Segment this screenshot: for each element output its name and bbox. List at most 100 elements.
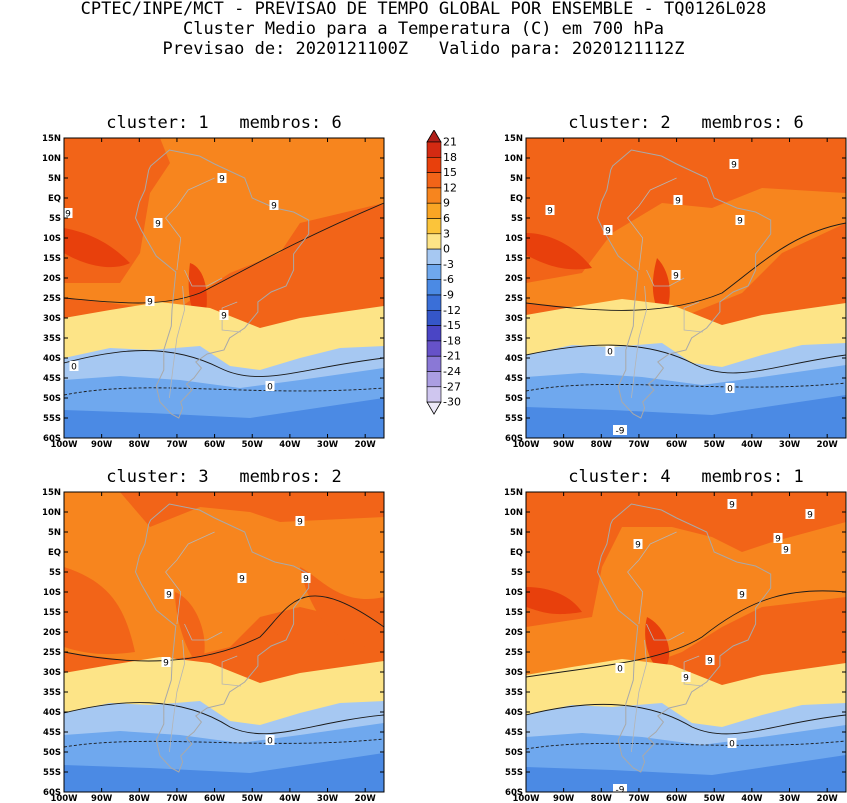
field-band: [526, 587, 582, 615]
colorbar-label: -21: [443, 350, 461, 363]
contour-label: 0: [69, 361, 79, 373]
header-title: CPTEC/INPE/MCT - PREVISAO DE TEMPO GLOBA…: [80, 0, 767, 19]
coastline: [596, 503, 772, 773]
contour-line: [526, 382, 846, 392]
lat-label: 5S: [511, 214, 523, 224]
field-band: [188, 263, 207, 319]
lon-label: 60W: [666, 794, 688, 803]
lat-label: 45S: [505, 374, 523, 384]
header-variable: Cluster Medio para a Temperatura (C) em …: [182, 19, 665, 39]
colorbar-label: -9: [443, 289, 454, 302]
lon-label: 40W: [741, 440, 763, 448]
colorbar-label: 18: [443, 151, 457, 164]
lon-label: 20W: [817, 794, 839, 803]
field-band: [64, 753, 384, 792]
lat-label: 15S: [505, 254, 523, 264]
field-band: [64, 567, 135, 655]
svg-text:9: 9: [219, 175, 225, 185]
lon-label: 90W: [553, 794, 575, 803]
svg-text:9: 9: [221, 312, 227, 322]
colorbar-swatch: [426, 355, 442, 372]
lat-label: 10N: [504, 508, 523, 518]
svg-text:9: 9: [166, 591, 172, 601]
contour-label: 9: [153, 218, 163, 230]
lat-label: 40S: [505, 708, 523, 718]
lat-label: 50S: [505, 748, 523, 758]
colorbar-label: -30: [443, 396, 461, 409]
colorbar-label: 21: [443, 136, 457, 149]
contour-line: [526, 590, 846, 678]
svg-text:0: 0: [727, 385, 733, 395]
contour-line: [64, 350, 384, 377]
lon-label: 100W: [512, 794, 540, 803]
contour-label: 9: [603, 225, 613, 237]
contour-line: [526, 222, 846, 311]
lon-label: 30W: [317, 794, 339, 803]
map-panel-3: 9 9 9 9 9 0 15N 10N 5N EQ 5S 10S 15S 20S 25S 30S 35S 40S 4…: [42, 488, 385, 803]
map-panel-1: 9 9 9 9 9 9 0 0 15N 10N 5N EQ 5S 10S 15S 20S 25S 30S 35S 40…: [42, 134, 385, 448]
colorbar-arrow: [426, 130, 442, 143]
contour-line: [64, 387, 384, 396]
field-band: [645, 617, 670, 672]
lat-label: 30S: [505, 314, 523, 324]
lon-label: 70W: [628, 794, 650, 803]
lon-label: 50W: [242, 440, 264, 448]
lon-label: 20W: [817, 440, 839, 448]
lat-label: 5S: [49, 568, 61, 578]
contour-label: 0: [725, 383, 735, 395]
contour-label: 9: [237, 573, 247, 585]
field-band: [120, 492, 384, 527]
svg-text:9: 9: [737, 217, 743, 227]
lat-label: 50S: [505, 394, 523, 404]
country-border: [165, 531, 215, 625]
svg-text:9: 9: [605, 227, 611, 237]
lon-label: 30W: [779, 440, 801, 448]
lon-label: 80W: [129, 440, 151, 448]
field-band: [64, 398, 384, 438]
colorbar-label: -12: [443, 304, 461, 317]
lon-label: 90W: [553, 440, 575, 448]
contour-line: [64, 202, 384, 304]
colorbar-label: -15: [443, 319, 461, 332]
svg-text:0: 0: [267, 383, 273, 393]
lon-label: 80W: [591, 440, 613, 448]
lat-label: 35S: [43, 688, 61, 698]
lat-label: 5S: [511, 568, 523, 578]
contour-label: 0: [727, 738, 737, 750]
colorbar-swatch: [426, 386, 442, 403]
svg-text:9: 9: [807, 511, 813, 521]
lat-label: 10S: [505, 234, 523, 244]
colorbar-label: -18: [443, 334, 461, 347]
contour-line: [64, 738, 384, 748]
colorbar-label: -24: [443, 365, 461, 378]
lat-label: 55S: [505, 768, 523, 778]
field-band: [526, 492, 846, 627]
colorbar-label: -3: [443, 258, 454, 271]
lat-label: 15N: [42, 134, 61, 144]
svg-text:9: 9: [783, 546, 789, 556]
contour-label: 9: [295, 516, 305, 528]
contour-label: 9: [805, 509, 815, 521]
field-band: [175, 592, 205, 667]
lat-label: 10N: [42, 508, 61, 518]
contour-line: [526, 344, 846, 374]
lat-label: 5S: [49, 214, 61, 224]
lat-label: 15S: [505, 608, 523, 618]
contour-label: 9: [737, 589, 747, 601]
lat-label: 5N: [510, 528, 523, 538]
svg-text:0: 0: [607, 348, 613, 358]
coastline: [134, 503, 310, 773]
lat-label: 10N: [504, 154, 523, 164]
lat-label: 60S: [43, 788, 61, 798]
colorbar-swatch: [426, 264, 442, 280]
colorbar-label: 9: [443, 197, 450, 210]
contour-label: 9: [219, 310, 229, 322]
lat-label: 60S: [505, 788, 523, 798]
lat-label: 5N: [48, 528, 61, 538]
contour-label: 0: [615, 663, 625, 675]
panel-4-title: cluster: 4 membros: 1: [568, 467, 804, 487]
lat-label: EQ: [510, 548, 523, 558]
lon-label: 50W: [704, 440, 726, 448]
field-band: [64, 228, 130, 268]
contour-label: 9: [781, 544, 791, 556]
